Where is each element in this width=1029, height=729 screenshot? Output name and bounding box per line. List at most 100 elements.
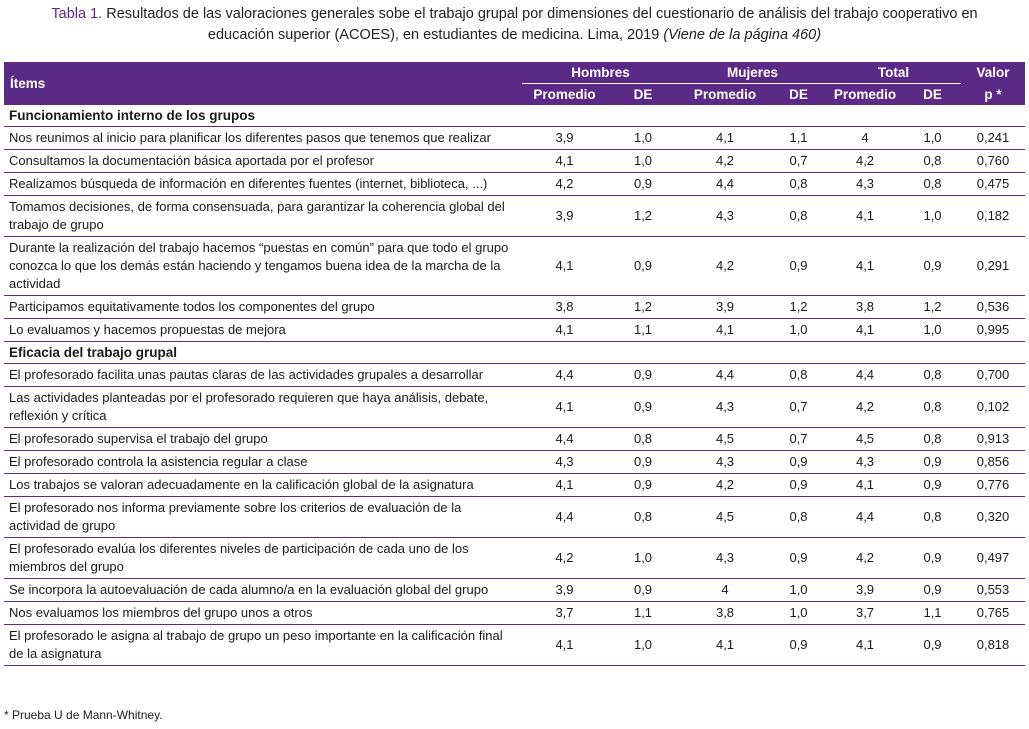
- cell-mujeres-de: 0,9: [771, 236, 827, 296]
- cell-total-promedio: 4,5: [826, 427, 905, 451]
- cell-hombres-promedio: 4,2: [522, 172, 607, 196]
- table-row: Lo evaluamos y hacemos propuestas de mej…: [4, 318, 1026, 342]
- item-text: Nos evaluamos los miembros del grupo uno…: [4, 601, 522, 625]
- header-hombres-promedio: Promedio: [522, 83, 607, 105]
- cell-valor-p: 0,291: [961, 236, 1026, 296]
- cell-mujeres-promedio: 4,2: [679, 236, 772, 296]
- table-row: El profesorado le asigna al trabajo de g…: [4, 624, 1026, 666]
- cell-hombres-promedio: 3,7: [522, 601, 607, 625]
- cell-total-de: 1,0: [904, 318, 962, 342]
- item-text: Tomamos decisiones, de forma consensuada…: [4, 195, 522, 237]
- cell-mujeres-promedio: 4,1: [679, 624, 772, 666]
- header-mujeres: Mujeres: [679, 62, 827, 84]
- cell-valor-p: 0,765: [961, 601, 1026, 625]
- cell-total-promedio: 4,2: [826, 149, 905, 173]
- cell-mujeres-de: 0,9: [771, 450, 827, 474]
- cell-valor-p: 0,995: [961, 318, 1026, 342]
- item-text: Participamos equitativamente todos los c…: [4, 295, 522, 319]
- cell-hombres-de: 1,0: [607, 126, 680, 150]
- cell-hombres-de: 0,9: [607, 236, 680, 296]
- cell-total-de: 0,8: [904, 386, 962, 428]
- item-text: Las actividades planteadas por el profes…: [4, 386, 522, 428]
- table-row: El profesorado supervisa el trabajo del …: [4, 427, 1026, 451]
- cell-mujeres-de: 0,8: [771, 172, 827, 196]
- table-caption: Tabla 1. Resultados de las valoraciones …: [0, 4, 1029, 46]
- cell-hombres-promedio: 4,1: [522, 149, 607, 173]
- cell-mujeres-promedio: 4: [679, 578, 772, 602]
- footnote: * Prueba U de Mann-Whitney.: [4, 708, 163, 722]
- cell-hombres-de: 0,9: [607, 578, 680, 602]
- table-row: El profesorado controla la asistencia re…: [4, 450, 1026, 474]
- section-row: Eficacia del trabajo grupal: [4, 341, 1026, 364]
- cell-valor-p: 0,241: [961, 126, 1026, 150]
- cell-hombres-de: 1,1: [607, 601, 680, 625]
- cell-valor-p: 0,856: [961, 450, 1026, 474]
- header-total-de: DE: [904, 83, 962, 105]
- cell-total-promedio: 4,4: [826, 363, 905, 387]
- cell-total-promedio: 3,9: [826, 578, 905, 602]
- section-row: Funcionamiento interno de los grupos: [4, 105, 1026, 127]
- cell-hombres-promedio: 4,1: [522, 318, 607, 342]
- cell-total-promedio: 4,1: [826, 195, 905, 237]
- table-row: Participamos equitativamente todos los c…: [4, 295, 1026, 319]
- cell-valor-p: 0,497: [961, 537, 1026, 579]
- cell-hombres-promedio: 4,3: [522, 450, 607, 474]
- cell-valor-p: 0,536: [961, 295, 1026, 319]
- item-text: Consultamos la documentación básica apor…: [4, 149, 522, 173]
- cell-hombres-promedio: 4,1: [522, 473, 607, 497]
- cell-hombres-de: 1,2: [607, 195, 680, 237]
- table-row: Nos reunimos al inicio para planificar l…: [4, 126, 1026, 150]
- cell-hombres-de: 1,0: [607, 624, 680, 666]
- cell-mujeres-promedio: 4,5: [679, 496, 772, 538]
- cell-mujeres-promedio: 4,3: [679, 386, 772, 428]
- cell-valor-p: 0,913: [961, 427, 1026, 451]
- cell-total-promedio: 3,8: [826, 295, 905, 319]
- cell-hombres-promedio: 4,1: [522, 236, 607, 296]
- caption-line2: educación superior (ACOES), en estudiant…: [207, 27, 664, 43]
- cell-total-de: 0,9: [904, 236, 962, 296]
- cell-total-de: 0,8: [904, 496, 962, 538]
- cell-total-de: 0,9: [904, 473, 962, 497]
- cell-total-de: 0,9: [904, 537, 962, 579]
- cell-hombres-de: 0,8: [607, 496, 680, 538]
- item-text: El profesorado facilita unas pautas clar…: [4, 363, 522, 387]
- item-text: El profesorado supervisa el trabajo del …: [4, 427, 522, 451]
- cell-hombres-promedio: 4,2: [522, 537, 607, 579]
- section-title: Funcionamiento interno de los grupos: [4, 105, 1026, 127]
- cell-hombres-de: 1,0: [607, 537, 680, 579]
- header-total: Total: [826, 62, 962, 84]
- cell-valor-p: 0,102: [961, 386, 1026, 428]
- results-table: Ítems Hombres Mujeres Total Valor Promed…: [4, 62, 1026, 666]
- cell-mujeres-promedio: 4,2: [679, 473, 772, 497]
- cell-hombres-de: 1,1: [607, 318, 680, 342]
- cell-hombres-promedio: 4,1: [522, 624, 607, 666]
- header-items: Ítems: [4, 62, 522, 105]
- cell-total-de: 1,2: [904, 295, 962, 319]
- cell-total-de: 0,8: [904, 149, 962, 173]
- cell-total-de: 0,8: [904, 172, 962, 196]
- cell-mujeres-promedio: 4,4: [679, 172, 772, 196]
- cell-total-de: 0,8: [904, 363, 962, 387]
- cell-mujeres-promedio: 4,1: [679, 318, 772, 342]
- item-text: Los trabajos se valoran adecuadamente en…: [4, 473, 522, 497]
- table-row: Realizamos búsqueda de información en di…: [4, 172, 1026, 196]
- cell-mujeres-de: 1,0: [771, 601, 827, 625]
- caption-label: Tabla 1.: [51, 6, 103, 22]
- table-row: Consultamos la documentación básica apor…: [4, 149, 1026, 173]
- cell-hombres-de: 0,9: [607, 363, 680, 387]
- cell-hombres-de: 0,9: [607, 172, 680, 196]
- item-text: El profesorado nos informa previamente s…: [4, 496, 522, 538]
- cell-total-promedio: 4,1: [826, 318, 905, 342]
- table-row: El profesorado nos informa previamente s…: [4, 496, 1026, 538]
- cell-total-promedio: 3,7: [826, 601, 905, 625]
- cell-total-promedio: 4,1: [826, 624, 905, 666]
- cell-hombres-promedio: 4,4: [522, 363, 607, 387]
- cell-mujeres-de: 0,8: [771, 363, 827, 387]
- cell-total-promedio: 4,1: [826, 473, 905, 497]
- cell-total-promedio: 4,2: [826, 537, 905, 579]
- header-hombres: Hombres: [522, 62, 680, 84]
- table-row: Los trabajos se valoran adecuadamente en…: [4, 473, 1026, 497]
- cell-hombres-promedio: 4,4: [522, 427, 607, 451]
- item-text: Durante la realización del trabajo hacem…: [4, 236, 522, 296]
- header-valor: Valor: [961, 62, 1026, 84]
